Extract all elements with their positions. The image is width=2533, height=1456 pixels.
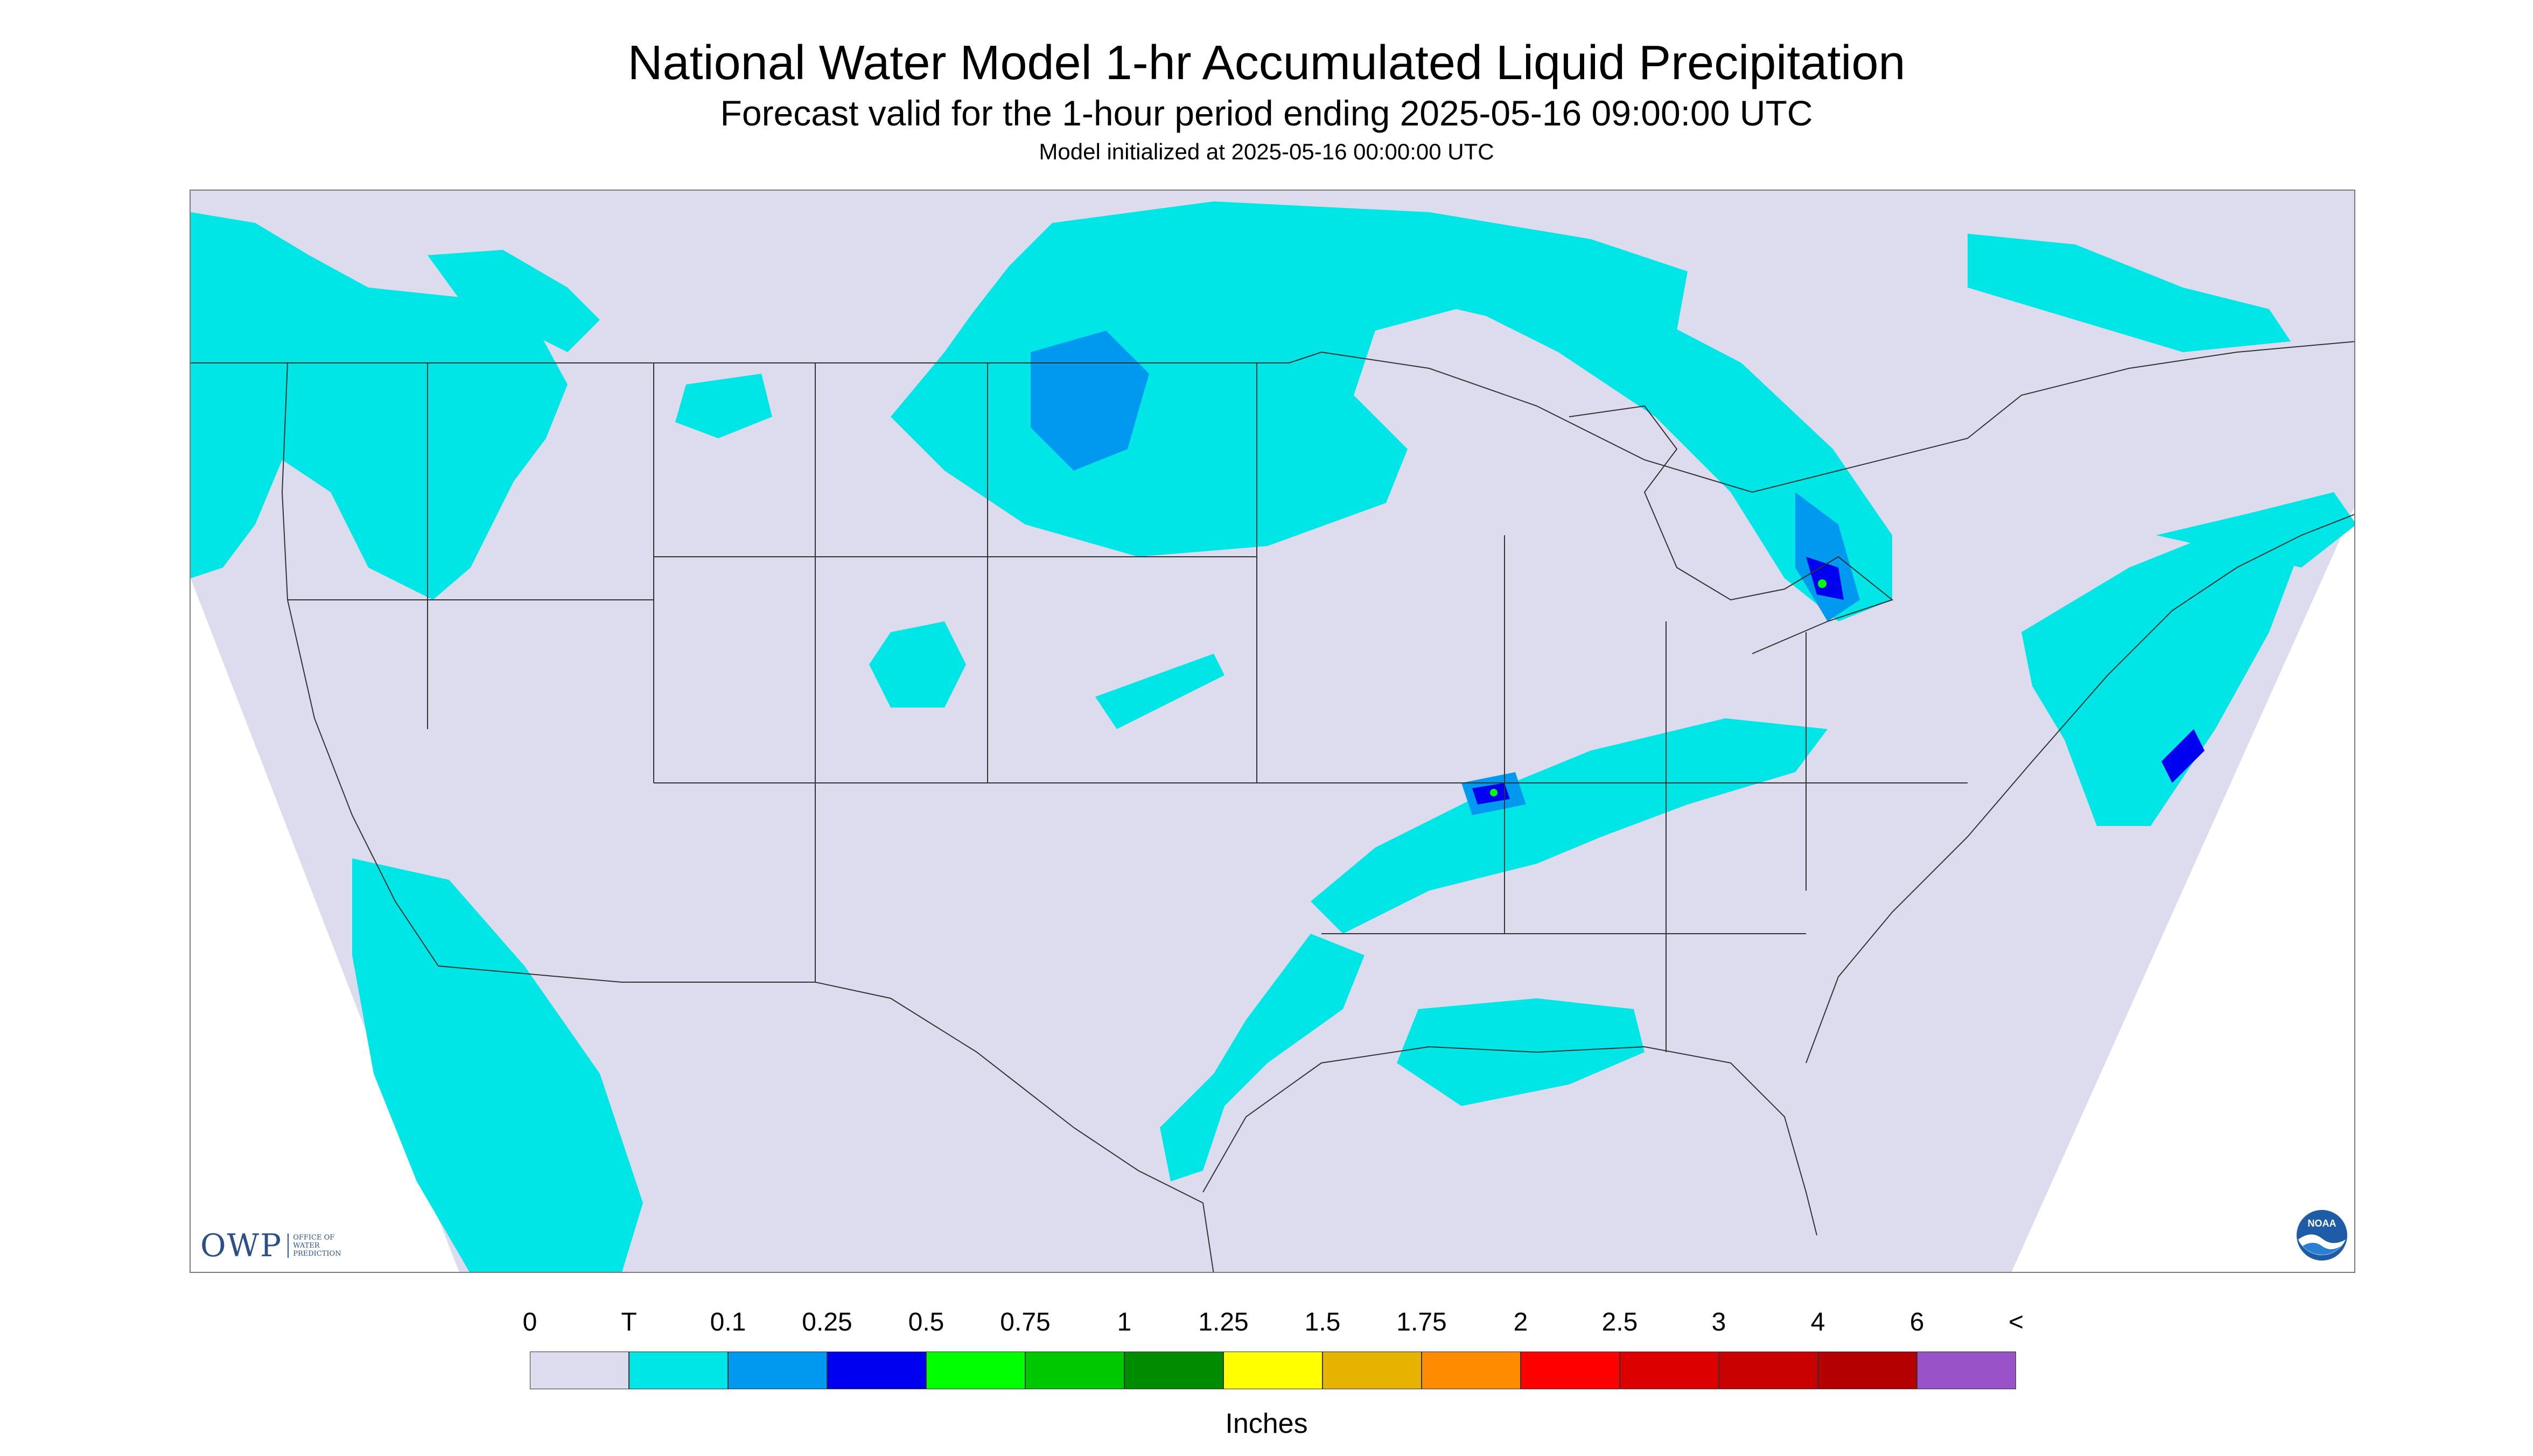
precipitation-map xyxy=(190,190,2355,1273)
owp-logo-text: Office of Water Prediction xyxy=(288,1233,352,1258)
legend-tick-15: < xyxy=(2008,1308,2024,1336)
legend-tick-12: 3 xyxy=(1711,1308,1726,1336)
legend-swatch-0 xyxy=(530,1352,629,1389)
precip-idaho-wyoming xyxy=(675,374,772,438)
legend-swatch-last xyxy=(1916,1352,2016,1389)
precip-northern-plains-core xyxy=(1031,331,1149,471)
precip-northern-rockies xyxy=(428,250,600,352)
precip-great-lakes-band xyxy=(1483,271,1892,621)
legend-tick-7: 1.25 xyxy=(1198,1308,1249,1336)
legend-tick-10: 2 xyxy=(1513,1308,1528,1336)
legend-swatch-9 xyxy=(1421,1352,1521,1389)
precip-northeast-coast xyxy=(2156,492,2354,568)
legend-tick-1: T xyxy=(621,1308,637,1336)
legend-swatch-12 xyxy=(1718,1352,1818,1389)
map-subtitle: Forecast valid for the 1-hour period end… xyxy=(720,93,1813,133)
map-title: National Water Model 1-hr Accumulated Li… xyxy=(627,36,1906,90)
precip-michigan-ontario-core xyxy=(1795,492,1860,621)
color-legend xyxy=(530,1352,2016,1389)
legend-swatch-10 xyxy=(1520,1352,1620,1389)
legend-tick-3: 0.25 xyxy=(802,1308,852,1336)
legend-swatch-3 xyxy=(827,1352,927,1389)
legend-tick-13: 4 xyxy=(1810,1308,1825,1336)
legend-swatch-2 xyxy=(727,1352,828,1389)
precip-upper-midwest-low xyxy=(891,201,1688,557)
precip-southern-california xyxy=(352,858,643,1272)
legend-units-label: Inches xyxy=(1225,1408,1308,1439)
legend-tick-5: 0.75 xyxy=(1000,1308,1051,1336)
legend-tick-14: 6 xyxy=(1909,1308,1925,1336)
precip-spot-ontario xyxy=(1818,579,1827,588)
trace-precip-areas xyxy=(191,201,2354,1272)
heavy-precip-spots xyxy=(1490,579,1827,796)
legend-swatch-7 xyxy=(1223,1352,1323,1389)
owp-logo-mark: OWP xyxy=(200,1227,283,1264)
precip-spot-tennessee xyxy=(1490,789,1498,796)
legend-tick-0: 0 xyxy=(522,1308,537,1336)
map-canvas xyxy=(191,201,2354,1272)
precip-mid-atlantic xyxy=(2021,524,2301,826)
great-lakes-outline xyxy=(1569,405,1894,654)
us-mexico-border xyxy=(438,965,1214,1272)
precip-texas-coast xyxy=(1160,934,1365,1181)
legend-swatch-5 xyxy=(1025,1352,1125,1389)
legend-swatch-1 xyxy=(628,1352,729,1389)
legend-swatch-11 xyxy=(1619,1352,1719,1389)
gulf-coastline xyxy=(1202,1046,1817,1236)
model-init-line: Model initialized at 2025-05-16 00:00:00… xyxy=(1039,139,1494,164)
precip-ohio-valley-band xyxy=(1311,718,1828,934)
legend-tick-8: 1.5 xyxy=(1304,1308,1341,1336)
owp-logo: OWP Office of Water Prediction xyxy=(200,1227,352,1264)
noaa-logo-text: NOAA xyxy=(2308,1218,2336,1229)
legend-tick-6: 1 xyxy=(1117,1308,1132,1336)
legend-tick-2: 0.1 xyxy=(710,1308,746,1336)
boundary-lines xyxy=(191,341,2354,1272)
precip-colorado xyxy=(869,621,966,708)
precip-mid-atlantic-moderate xyxy=(2161,729,2205,783)
us-west-coast xyxy=(281,362,439,967)
us-canada-border xyxy=(191,341,2354,493)
legend-swatch-13 xyxy=(1817,1352,1918,1389)
precip-ontario-moderate xyxy=(1806,557,1844,600)
precip-kansas-streak xyxy=(1095,654,1224,729)
legend-swatch-8 xyxy=(1322,1352,1422,1389)
legend-swatch-4 xyxy=(926,1352,1026,1389)
legend-swatch-6 xyxy=(1124,1352,1224,1389)
noaa-logo-icon: NOAA xyxy=(2296,1209,2348,1262)
outside-domain-right xyxy=(2011,507,2354,1272)
outside-domain-left xyxy=(191,578,459,1272)
legend-tick-11: 2.5 xyxy=(1601,1308,1638,1336)
us-east-coast xyxy=(1806,514,2354,1063)
legend-tick-9: 1.75 xyxy=(1396,1308,1447,1336)
precip-canada-east xyxy=(1968,234,2291,352)
precip-gulf-coast xyxy=(1397,998,1645,1106)
legend-tick-4: 0.5 xyxy=(908,1308,944,1336)
